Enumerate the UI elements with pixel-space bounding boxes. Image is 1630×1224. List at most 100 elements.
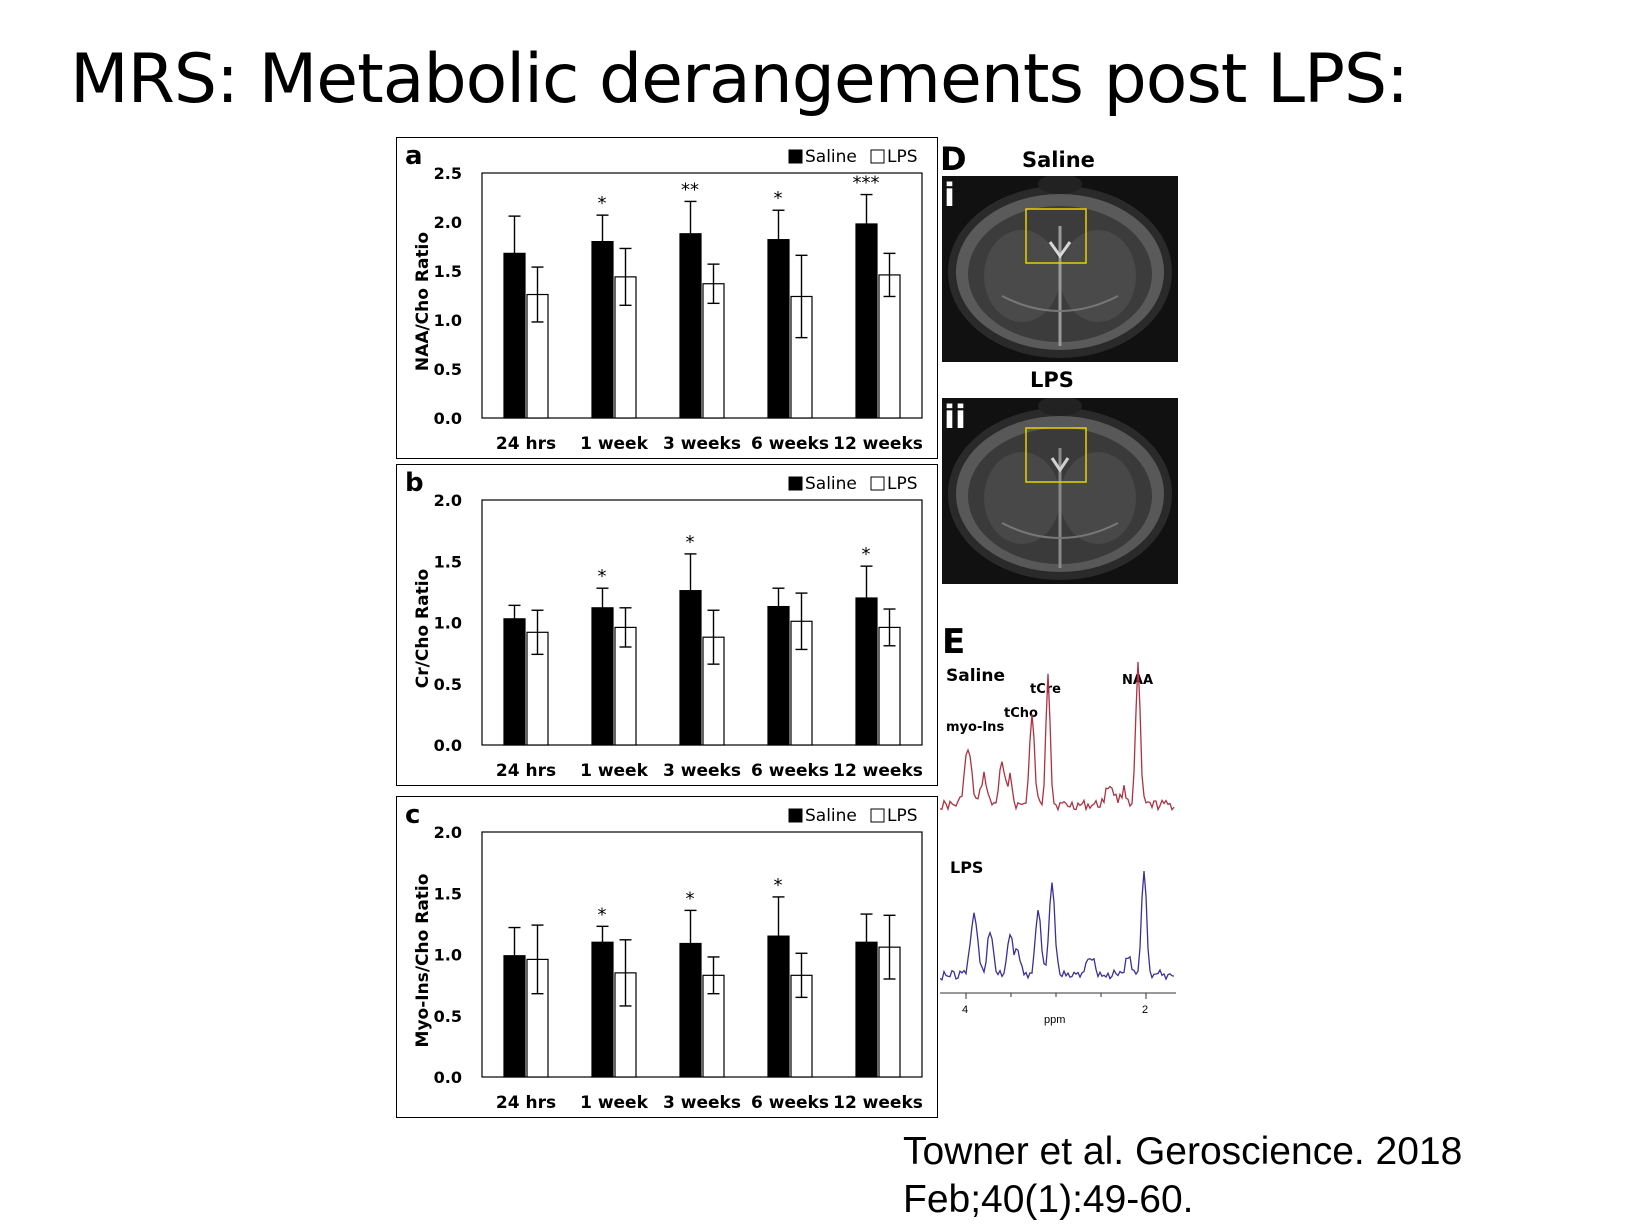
bar-saline <box>855 941 878 1078</box>
error-bar-lps <box>795 952 808 999</box>
significance-marker: *** <box>853 173 880 194</box>
ppm-tick-2: 2 <box>1142 1004 1149 1016</box>
legend-label-lps: LPS <box>887 474 918 494</box>
y-tick-label: 0.0 <box>434 736 462 755</box>
error-bar-lps <box>619 939 632 1007</box>
citation-line-1: Towner et al. Geroscience. 2018 <box>903 1130 1463 1173</box>
y-tick-label: 2.0 <box>434 823 462 842</box>
error-bar-lps <box>795 254 808 339</box>
x-category-label: 24 hrs <box>496 761 556 781</box>
spectrum-saline-label: Saline <box>946 666 1006 686</box>
x-category-label: 24 hrs <box>496 434 556 454</box>
significance-marker: ** <box>681 179 699 200</box>
peak-label-tcho: tCho <box>1004 706 1038 721</box>
mri-lps-title: LPS <box>1030 368 1074 392</box>
x-category-label: 12 weeks <box>833 761 923 781</box>
chart-a-svg: a 0.0 0.5 1.0 1.5 2.0 2.5 NAA/Cho Ratio Saline LP… <box>405 141 923 454</box>
bar-saline <box>855 597 878 746</box>
error-bar-saline <box>508 215 521 254</box>
panel-d-label: D <box>940 140 967 178</box>
legend-label-lps: LPS <box>887 806 918 826</box>
significance-marker: * <box>774 188 783 209</box>
legend-label-lps: LPS <box>887 147 918 167</box>
peak-label-tcre: tCre <box>1030 682 1061 697</box>
x-category-label: 3 weeks <box>663 434 741 454</box>
legend-swatch-lps <box>870 149 885 164</box>
y-tick-label: 0.0 <box>434 409 462 428</box>
y-tick-label: 2.0 <box>434 213 462 232</box>
mri-lps-drawing <box>948 398 1172 580</box>
error-bar-lps <box>531 924 544 995</box>
significance-marker: * <box>598 904 607 925</box>
bar-saline <box>855 223 878 419</box>
bar-saline <box>767 935 790 1078</box>
chart-b-svg: b 0.0 0.5 1.0 1.5 2.0 Cr/Cho Ratio Saline LPS 24 … <box>405 468 923 781</box>
chart-c-svg: c 0.0 0.5 1.0 1.5 2.0 Myo-Ins/Cho Ratio Saline L… <box>405 800 923 1113</box>
bar-saline <box>591 607 614 746</box>
error-bar-saline <box>684 200 697 234</box>
mri-lps-roman: ii <box>944 398 966 436</box>
y-tick-label: 1.5 <box>434 552 462 571</box>
y-axis-label: Myo-Ins/Cho Ratio <box>413 874 433 1048</box>
y-axis-label: NAA/Cho Ratio <box>413 232 433 371</box>
significance-marker: * <box>598 193 607 214</box>
bar-saline <box>503 618 526 746</box>
chart-panel-b: b 0.0 0.5 1.0 1.5 2.0 Cr/Cho Ratio Saline LPS 24 … <box>396 464 938 786</box>
error-bar-saline <box>596 925 609 943</box>
x-category-label: 1 week <box>580 761 649 781</box>
slide-title: MRS: Metabolic derangements post LPS: <box>70 40 1409 119</box>
y-tick-label: 1.0 <box>434 614 462 633</box>
error-bar-saline <box>860 193 873 224</box>
mri-saline-roman: i <box>944 176 955 214</box>
plot-area <box>481 831 923 1078</box>
significance-marker: * <box>686 532 695 553</box>
y-tick-label: 0.0 <box>434 1068 462 1087</box>
error-bar-saline <box>772 587 785 607</box>
error-bar-saline <box>508 604 521 619</box>
error-bar-lps <box>531 609 544 656</box>
x-category-label: 24 hrs <box>496 1093 556 1113</box>
legend-swatch-lps <box>870 476 885 491</box>
mri-lps-image <box>942 398 1178 584</box>
y-tick-label: 2.5 <box>434 164 462 183</box>
y-tick-label: 2.0 <box>434 491 462 510</box>
citation-line-2: Feb;40(1):49-60. <box>903 1178 1194 1221</box>
mri-saline-image <box>942 176 1178 362</box>
legend-swatch-saline <box>788 149 803 164</box>
mri-saline-title: Saline <box>1022 148 1095 172</box>
y-tick-label: 1.0 <box>434 946 462 965</box>
x-category-label: 12 weeks <box>833 434 923 454</box>
legend-swatch-saline <box>788 476 803 491</box>
error-bar-lps <box>883 252 896 298</box>
plot-area <box>481 499 923 746</box>
y-tick-label: 1.0 <box>434 311 462 330</box>
significance-marker: * <box>774 875 783 896</box>
legend-swatch-saline <box>788 808 803 823</box>
y-tick-label: 0.5 <box>434 1007 462 1026</box>
bar-saline <box>503 955 526 1078</box>
chart-panel-a: a 0.0 0.5 1.0 1.5 2.0 2.5 NAA/Cho Ratio Saline LP… <box>396 137 938 459</box>
mri-saline-drawing <box>948 176 1172 358</box>
error-bar-saline <box>684 553 697 591</box>
legend-label-saline: Saline <box>805 147 857 167</box>
y-tick-label: 1.5 <box>434 884 462 903</box>
error-bar-saline <box>772 896 785 937</box>
x-category-label: 3 weeks <box>663 761 741 781</box>
error-bar-lps <box>707 263 720 305</box>
error-bar-lps <box>707 609 720 665</box>
error-bar-saline <box>508 926 521 956</box>
bar-saline <box>679 590 702 746</box>
ppm-tick-4: 4 <box>962 1004 969 1016</box>
mrs-spectra <box>940 661 1176 999</box>
citation: Towner et al. Geroscience. 2018 Feb;40(1… <box>903 1128 1462 1224</box>
y-tick-label: 0.5 <box>434 360 462 379</box>
error-bar-saline <box>596 587 609 608</box>
y-axis-label: Cr/Cho Ratio <box>413 569 433 688</box>
error-bar-saline <box>596 214 609 242</box>
bar-saline <box>767 605 790 746</box>
spectrum-lps-line <box>940 870 1175 981</box>
error-bar-saline <box>860 913 873 943</box>
peak-label-myo-ins: myo-Ins <box>946 720 1005 735</box>
bar-saline <box>679 942 702 1078</box>
bar-saline <box>503 252 526 419</box>
